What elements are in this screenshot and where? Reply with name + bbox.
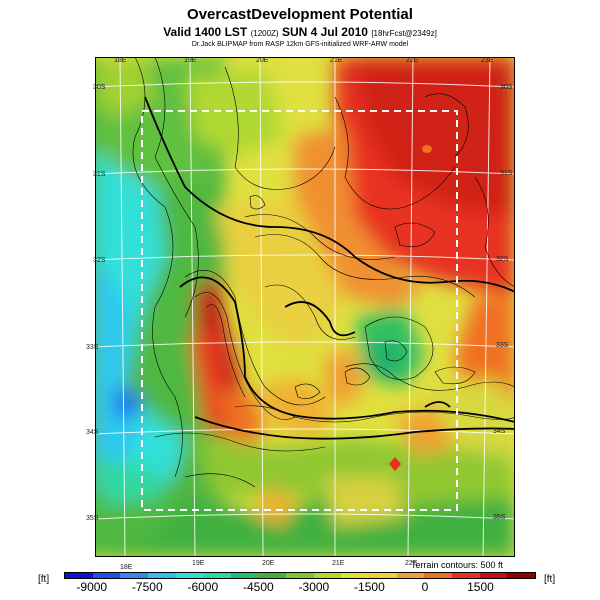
colorbar-segment xyxy=(230,573,259,578)
warm-spot-2 xyxy=(422,145,432,153)
colorbar-segment xyxy=(396,573,425,578)
colorbar-segment xyxy=(286,573,314,578)
lat-left-30s: 30S xyxy=(93,84,106,91)
colorbar-tick-label: -7500 xyxy=(131,580,163,594)
colorbar-ticks: -9000 -7500 -6000 -4500 -3000 -1500 0 1500 xyxy=(64,580,536,594)
colorbar-segment xyxy=(451,573,480,578)
lat-left-31s: 31S xyxy=(93,171,106,178)
lon-top-19e: 19E xyxy=(184,57,197,64)
lat-left-32s: 32S xyxy=(93,257,106,264)
overcast-map xyxy=(95,57,515,557)
colorbar-segment xyxy=(424,573,452,578)
lat-right-32s: 32S xyxy=(496,256,509,263)
colorbar-tick-label: -6000 xyxy=(187,580,219,594)
lon-top-18e: 18E xyxy=(114,57,127,64)
lon-bottom-18e: 18E xyxy=(120,564,133,571)
lon-top-21e: 21E xyxy=(330,57,343,64)
unit-label-left: [ft] xyxy=(38,574,50,585)
lon-bottom-20e: 20E xyxy=(262,560,275,567)
lat-right-30s: 30S xyxy=(500,84,513,91)
valid-forecast: [18hrFcst@2349z] xyxy=(371,29,437,38)
lon-bottom-22e: 22E xyxy=(405,560,418,567)
colorbar-tick-label: 0 xyxy=(421,580,429,594)
lon-bottom-19e: 19E xyxy=(192,560,205,567)
lon-top-22e: 22E xyxy=(406,57,419,64)
valid-main: Valid 1400 LST xyxy=(163,25,248,39)
warm-spot xyxy=(389,457,401,471)
colorbar-segment xyxy=(479,573,508,578)
colorbar-tick-label: 1500 xyxy=(467,580,494,594)
model-credit: Dr.Jack BLIPMAP from RASP 12km GFS-initi… xyxy=(191,41,409,48)
colour-field xyxy=(95,57,515,557)
valid-date: SUN 4 Jul 2010 xyxy=(281,25,368,39)
colorbar-segment xyxy=(507,573,535,578)
colorbar-segment xyxy=(65,573,93,578)
lat-left-34s: 34S xyxy=(86,429,99,436)
map-frame xyxy=(95,57,515,557)
colorbar-segment xyxy=(120,573,148,578)
lat-right-34s: 34S xyxy=(493,428,506,435)
terrain-contour-note: Terrain contours: 500 ft xyxy=(410,560,503,570)
colorbar xyxy=(64,572,536,579)
lat-left-33s: 33S xyxy=(86,344,99,351)
graticule xyxy=(95,57,515,557)
colorbar-segment xyxy=(147,573,176,578)
lat-right-33s: 33S xyxy=(496,342,509,349)
valid-utc: (1200Z) xyxy=(250,29,279,38)
colorbar-segment xyxy=(92,573,121,578)
lon-top-20e: 20E xyxy=(256,57,269,64)
colorbar-tick-label: -4500 xyxy=(242,580,274,594)
inner-domain-box xyxy=(141,110,458,511)
colorbar-segment xyxy=(258,573,287,578)
colorbar-tick-label: -9000 xyxy=(76,580,108,594)
lat-left-35s: 35S xyxy=(86,515,99,522)
lat-right-35s: 35S xyxy=(493,514,506,521)
unit-label-right: [ft] xyxy=(544,574,556,585)
colorbar-segment xyxy=(175,573,204,578)
colorbar-segment xyxy=(203,573,231,578)
colorbar-tick-label: -1500 xyxy=(354,580,385,594)
colorbar-segment xyxy=(313,573,342,578)
colorbar-tick-label: -3000 xyxy=(298,580,330,594)
colorbar-segment xyxy=(369,573,397,578)
colorbar-segment xyxy=(341,573,370,578)
map-title: OvercastDevelopment Potential xyxy=(187,6,413,23)
lat-right-31s: 31S xyxy=(500,170,513,177)
terrain-contours-bold xyxy=(144,96,515,440)
lon-bottom-21e: 21E xyxy=(332,560,345,567)
valid-time: Valid 1400 LST (1200Z) SUN 4 Jul 2010 [1… xyxy=(0,25,600,39)
lon-top-23e: 23E xyxy=(481,57,494,64)
